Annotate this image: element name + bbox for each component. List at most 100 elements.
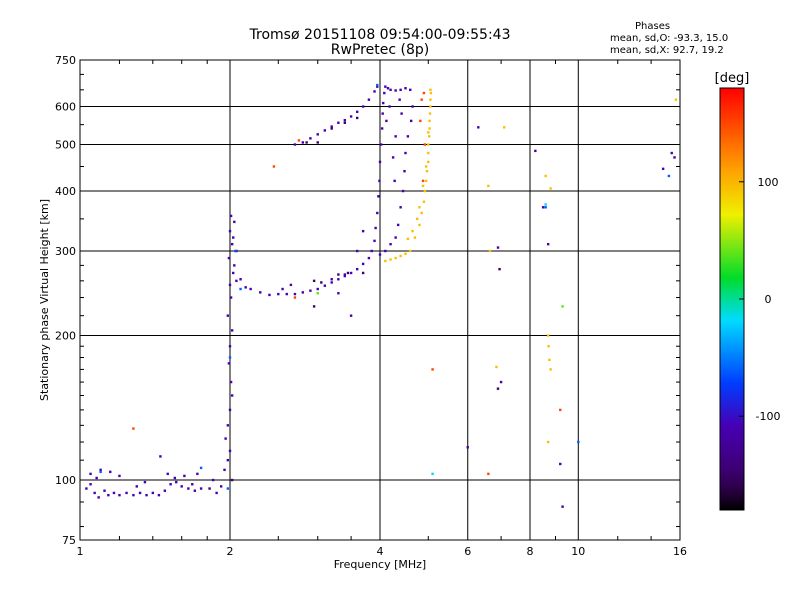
colorbar-tick-label: 0 [765,293,772,306]
data-point [420,98,423,101]
data-point [320,281,323,284]
data-point [268,293,271,297]
data-point [667,174,671,178]
data-point [312,279,316,283]
data-point [547,345,550,348]
data-point [548,358,551,362]
data-point [330,125,333,128]
colorbar-tick-label: -100 [756,410,781,423]
data-point [389,242,392,246]
data-point [330,127,333,130]
data-point [337,292,340,295]
data-point [424,179,428,183]
data-point [166,472,169,476]
data-point [316,292,319,295]
data-point [370,249,373,253]
data-point [404,87,407,90]
x-tick-label: 16 [673,545,687,558]
data-point [159,455,162,458]
data-point [259,291,262,294]
data-point [239,278,242,281]
data-point [234,249,237,253]
data-point [118,493,121,497]
data-point [428,112,432,115]
data-point [577,440,580,444]
data-point [211,478,215,482]
data-point [496,246,500,249]
data-point [382,101,385,105]
y-tick-label: 600 [55,101,76,114]
data-point [281,287,284,291]
data-point [187,487,190,490]
y-axis-label: Stationary phase Virtual Height [km] [38,199,51,401]
x-tick-label: 2 [227,545,234,558]
data-point [249,287,252,291]
data-point [224,437,227,440]
data-point [169,483,172,486]
data-point [396,223,400,227]
phase-stat-x: mean, sd,X: 92.7, 19.2 [610,45,724,56]
data-point [219,485,223,488]
data-point [399,88,402,92]
data-point [228,449,232,453]
data-point [546,440,550,444]
data-point [400,112,403,115]
x-tick-label: 8 [527,545,534,558]
data-point [228,408,232,412]
data-point [561,305,564,308]
y-tick-label: 500 [55,139,76,152]
data-point [384,249,387,253]
data-point [394,236,397,239]
data-point [227,256,231,260]
data-point [409,119,413,123]
data-point [228,283,232,287]
data-point [415,217,419,221]
data-point [229,380,233,384]
data-point [103,489,106,492]
data-point [559,462,562,466]
data-point [323,284,327,287]
data-point [226,314,230,317]
data-point [343,118,347,122]
colorbar-label: [deg] [715,71,750,86]
data-point [401,189,405,193]
data-point [425,169,429,173]
data-point [183,474,186,478]
data-point [355,267,359,271]
data-point [361,105,365,108]
data-point [422,91,426,95]
data-point [429,91,433,95]
data-point [112,491,116,495]
data-point [145,493,148,497]
data-point [157,493,161,497]
data-point [346,271,350,275]
data-point [428,127,431,130]
data-point [431,368,434,371]
y-tick-label: 200 [55,330,76,343]
data-point [377,195,380,198]
data-point [422,200,426,203]
data-point [97,496,100,499]
plot-frame [79,59,681,541]
data-point [361,229,365,233]
data-point [394,256,397,260]
data-point [229,214,233,218]
data-point [386,87,390,90]
data-point [389,258,392,261]
data-point [384,259,387,263]
data-point [305,141,308,144]
data-point [477,126,480,129]
data-point [227,362,231,365]
data-point [349,314,353,317]
data-point [316,133,319,136]
data-point [367,98,371,101]
data-point [361,262,365,266]
data-point [301,141,305,144]
data-point [427,151,430,155]
data-point [389,88,392,92]
data-point [398,98,401,101]
data-point [399,206,402,209]
data-point [418,223,421,227]
